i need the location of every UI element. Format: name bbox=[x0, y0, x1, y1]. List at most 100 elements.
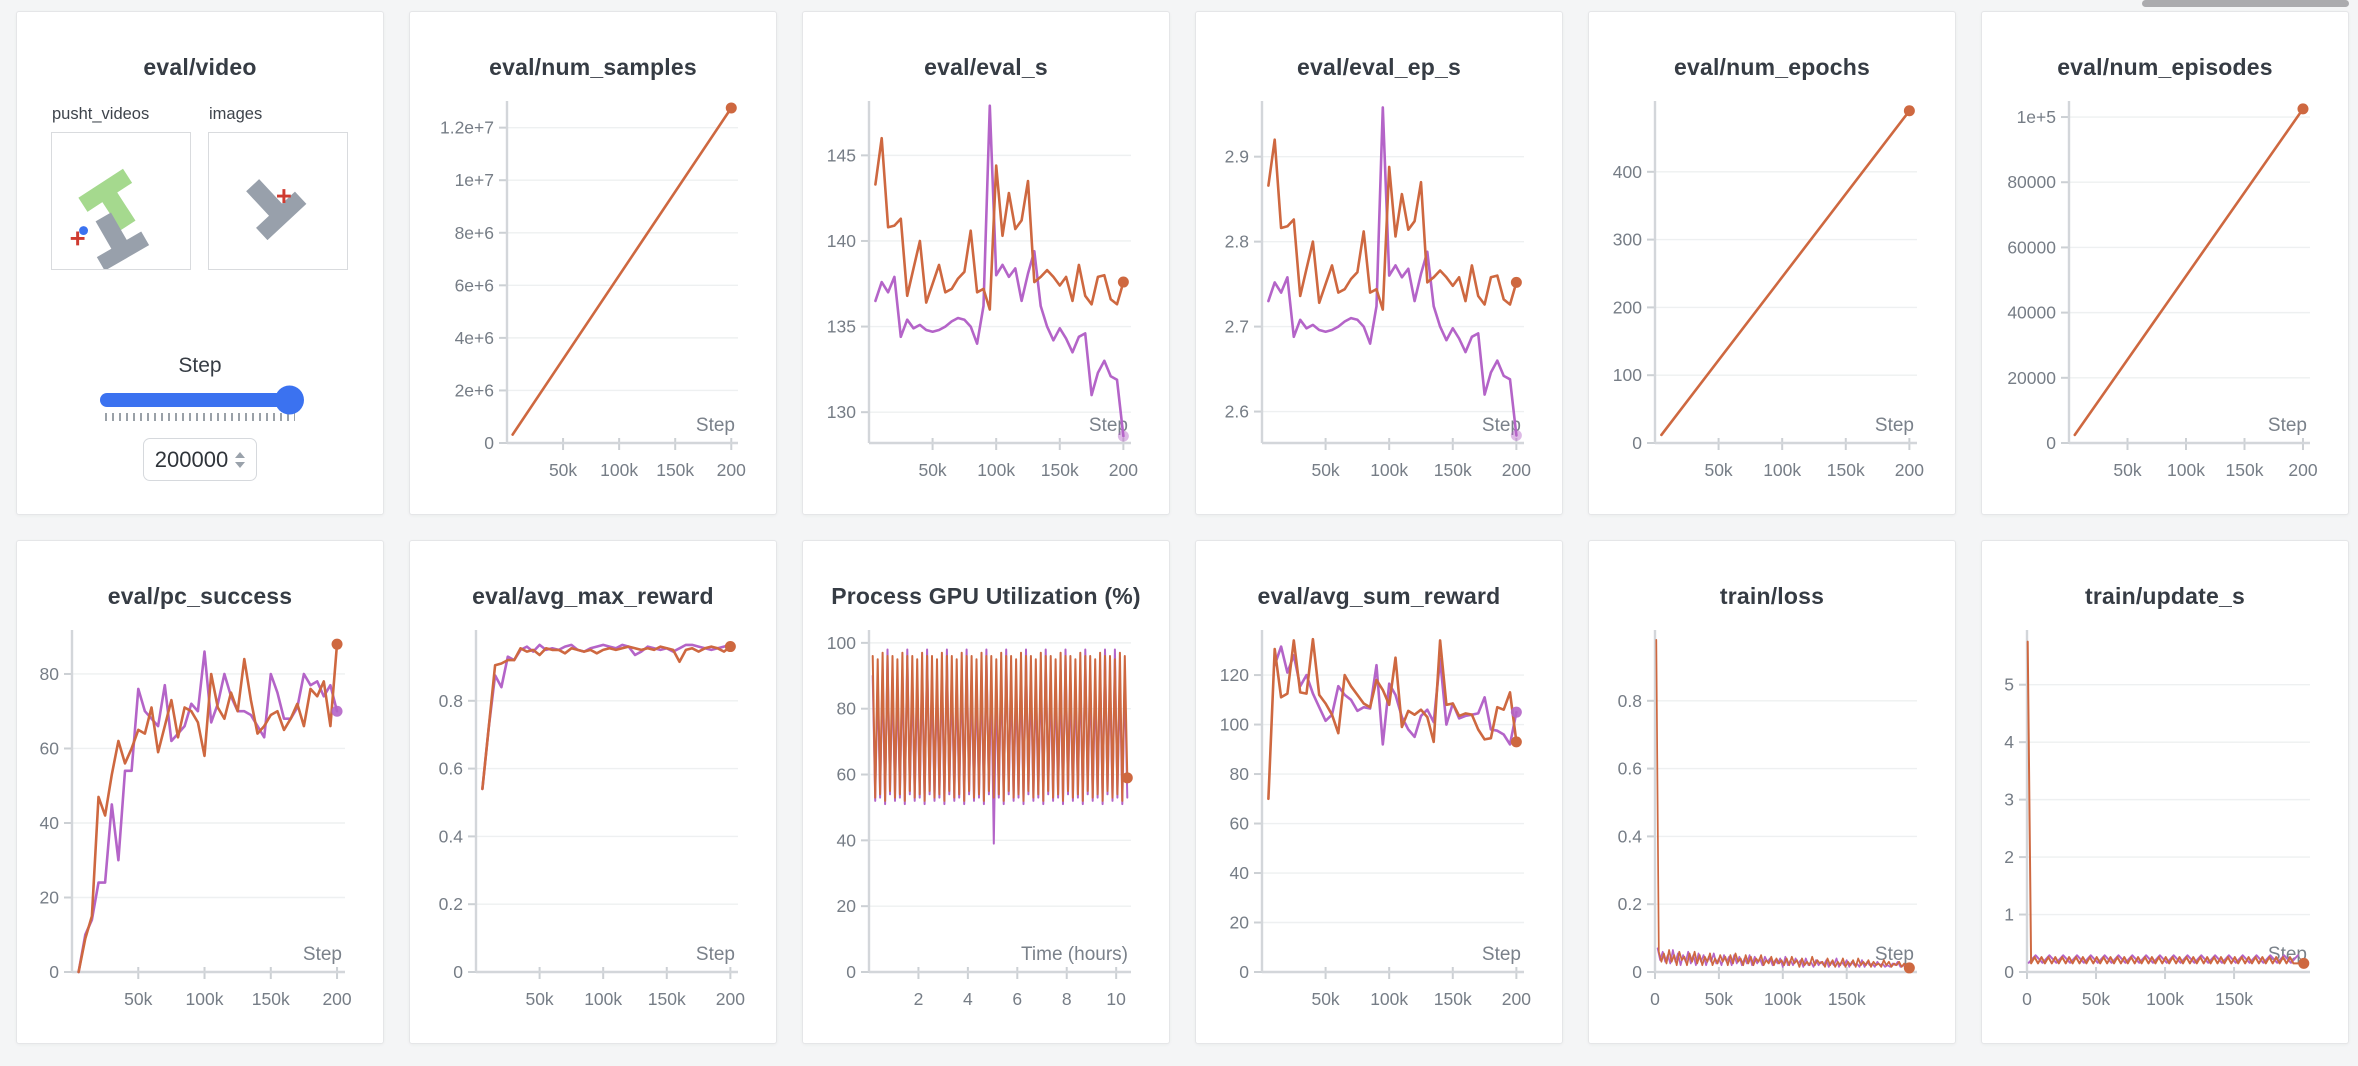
y-tick-label: 2e+6 bbox=[455, 380, 494, 400]
y-tick-label: 8e+6 bbox=[455, 223, 494, 243]
x-tick-label: 200 bbox=[1502, 989, 1531, 1009]
y-tick-label: 100 bbox=[1220, 715, 1249, 735]
media-pusht-videos: pusht_videos bbox=[51, 105, 191, 270]
panel-eval-eval-ep-s: eval/eval_ep_s 2.6 2.7 2.8 2.9 50k 100k 150k 20… bbox=[1195, 11, 1563, 515]
images-thumbnail[interactable] bbox=[208, 132, 348, 270]
gray-t-shape bbox=[95, 212, 150, 269]
end-dot-orange bbox=[1117, 276, 1129, 288]
end-dot-orange bbox=[2297, 103, 2309, 115]
chart-train-update-s[interactable]: 0 1 2 3 4 5 0 50k 100k 150k Step bbox=[1982, 627, 2348, 1039]
end-dot-purple bbox=[1117, 430, 1129, 442]
chart-eval-num-samples[interactable]: 0 2e+6 4e+6 6e+6 8e+6 1e+7 1.2e+7 50k 100k 150k 20… bbox=[410, 98, 776, 510]
y-tick-label: 40 bbox=[1230, 863, 1250, 883]
y-tick-label: 60000 bbox=[2007, 237, 2056, 257]
end-dot-orange bbox=[724, 641, 736, 653]
panel-title: eval/eval_s bbox=[924, 54, 1048, 80]
chart-train-loss[interactable]: 0 0.2 0.4 0.6 0.8 0 50k 100k 150k Step bbox=[1589, 627, 1955, 1039]
x-tick-label: 150k bbox=[656, 460, 694, 480]
end-dot-orange bbox=[1510, 736, 1522, 748]
panel-gpu-utilization: Process GPU Utilization (%) 0 20 40 60 80 100… bbox=[802, 540, 1170, 1044]
series-line-orange bbox=[77, 642, 339, 974]
chart-eval-avg-max-reward[interactable]: 0 0.2 0.4 0.6 0.8 50k 100k 150k 200 Step bbox=[410, 627, 776, 1039]
end-dot-orange bbox=[1510, 276, 1522, 288]
step-slider[interactable] bbox=[100, 385, 304, 415]
x-tick-label: 0 bbox=[2022, 989, 2032, 1009]
y-tick-label: 60 bbox=[837, 765, 857, 785]
panel-title: eval/video bbox=[143, 54, 257, 80]
y-tick-label: 0.8 bbox=[439, 691, 463, 711]
series-line-orange bbox=[511, 106, 733, 436]
y-tick-label: 5 bbox=[2004, 675, 2014, 695]
slider-handle[interactable] bbox=[275, 385, 304, 415]
chart-eval-pc-success[interactable]: 0 20 40 60 80 50k 100k 150k 200 Step bbox=[17, 627, 383, 1039]
x-tick-label: 200 bbox=[322, 989, 351, 1009]
chart-eval-eval-s[interactable]: 130 135 140 145 50k 100k 150k 200 Step bbox=[803, 98, 1169, 510]
step-slider-block: Step 200000 bbox=[17, 354, 383, 481]
slider-track[interactable] bbox=[100, 393, 300, 407]
chart-eval-num-epochs[interactable]: 0 100 200 300 400 50k 100k 150k 200 Step bbox=[1589, 98, 1955, 510]
y-tick-label: 20 bbox=[40, 887, 60, 907]
y-tick-label: 0 bbox=[484, 433, 494, 453]
x-tick-label: 10 bbox=[1106, 989, 1126, 1009]
y-tick-label: 1e+7 bbox=[455, 170, 494, 190]
media-row: pusht_videos images bbox=[51, 105, 383, 270]
x-tick-label: 200 bbox=[1109, 460, 1138, 480]
x-tick-label: 2 bbox=[914, 989, 924, 1009]
y-tick-label: 4 bbox=[2004, 732, 2014, 752]
chart-eval-avg-sum-reward[interactable]: 0 20 40 60 80 100 120 50k 100k 150k 200 Step bbox=[1196, 627, 1562, 1039]
end-dot-orange bbox=[2298, 957, 2310, 969]
chart-eval-num-episodes[interactable]: 0 20000 40000 60000 80000 1e+5 50k 100k 150k 200 S… bbox=[1982, 98, 2348, 510]
end-dot-orange bbox=[725, 102, 737, 114]
end-dot-purple bbox=[1510, 429, 1522, 441]
y-tick-label: 80 bbox=[40, 664, 60, 684]
panel-title: train/update_s bbox=[2084, 583, 2245, 609]
y-tick-label: 2.7 bbox=[1225, 317, 1249, 337]
y-tick-label: 2.9 bbox=[1225, 147, 1249, 167]
stepper-arrows-icon[interactable] bbox=[235, 451, 246, 468]
y-tick-label: 1.2e+7 bbox=[440, 118, 494, 138]
x-axis-label: Step bbox=[696, 415, 735, 436]
chart-eval-eval-ep-s[interactable]: 2.6 2.7 2.8 2.9 50k 100k 150k 200 Step bbox=[1196, 98, 1562, 510]
series-line-orange bbox=[1660, 109, 1911, 437]
step-input[interactable]: 200000 bbox=[143, 438, 257, 481]
gray-t-shape bbox=[246, 179, 307, 241]
series-line-purple bbox=[481, 643, 732, 791]
x-tick-label: 100k bbox=[1763, 460, 1801, 480]
x-tick-label: 200 bbox=[716, 989, 745, 1009]
y-tick-label: 120 bbox=[1220, 665, 1249, 685]
x-tick-label: 150k bbox=[1434, 989, 1472, 1009]
y-tick-label: 135 bbox=[827, 317, 856, 337]
end-dot-orange bbox=[1903, 962, 1915, 974]
y-tick-label: 0.8 bbox=[1618, 691, 1642, 711]
series-line-orange bbox=[2026, 640, 2305, 965]
x-tick-label: 50k bbox=[525, 989, 553, 1009]
y-tick-label: 40 bbox=[837, 830, 857, 850]
y-tick-label: 0 bbox=[49, 962, 59, 982]
y-tick-label: 100 bbox=[827, 633, 856, 653]
panel-title: eval/num_episodes bbox=[2057, 54, 2273, 80]
series-line-purple bbox=[1273, 645, 1518, 746]
x-tick-label: 150k bbox=[1828, 989, 1866, 1009]
x-axis-label: Step bbox=[1875, 415, 1914, 436]
y-tick-label: 100 bbox=[1613, 365, 1642, 385]
x-axis-label: Step bbox=[303, 944, 342, 965]
x-tick-label: 200 bbox=[1895, 460, 1924, 480]
x-axis-label: Step bbox=[1089, 415, 1128, 436]
y-tick-label: 20000 bbox=[2007, 368, 2056, 388]
series-line-orange bbox=[1655, 638, 1911, 969]
chart-gpu-utilization[interactable]: 0 20 40 60 80 100 2 4 6 8 10 Time (hours) bbox=[803, 627, 1169, 1039]
x-tick-label: 200 bbox=[1502, 460, 1531, 480]
y-tick-label: 80 bbox=[1230, 764, 1250, 784]
series-line-purple bbox=[1267, 106, 1518, 437]
x-tick-label: 150k bbox=[648, 989, 686, 1009]
x-tick-label: 4 bbox=[963, 989, 973, 1009]
panel-title: Process GPU Utilization (%) bbox=[831, 583, 1141, 609]
horizontal-scrollbar-thumb[interactable] bbox=[2142, 0, 2349, 7]
y-tick-label: 0.2 bbox=[1618, 894, 1642, 914]
pusht-videos-thumbnail[interactable] bbox=[51, 132, 191, 270]
y-tick-label: 0 bbox=[2046, 433, 2056, 453]
panel-title: eval/pc_success bbox=[107, 583, 293, 609]
media-images: images bbox=[208, 105, 348, 270]
step-input-value[interactable]: 200000 bbox=[154, 446, 229, 472]
y-tick-label: 2.8 bbox=[1225, 232, 1249, 252]
